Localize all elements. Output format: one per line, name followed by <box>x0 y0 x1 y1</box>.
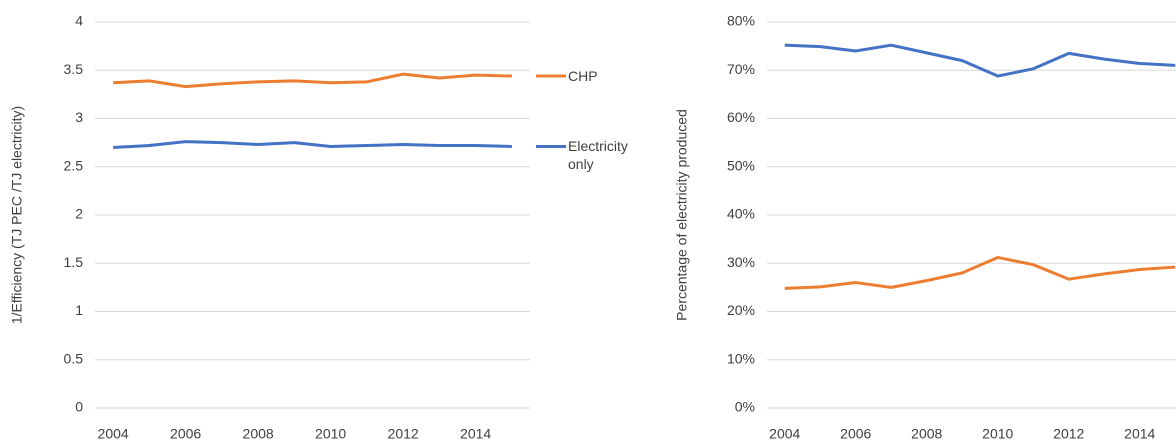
series-line <box>784 255 1176 290</box>
y-tick-label: 40% <box>727 206 755 222</box>
y-tick-label: 10% <box>727 350 755 366</box>
x-tick-label: 2014 <box>1124 426 1155 442</box>
x-tick-label: 2008 <box>243 426 274 442</box>
y-tick-label: 1.5 <box>64 254 84 270</box>
y-tick-label: 20% <box>727 302 755 318</box>
y-tick-label: 60% <box>727 109 755 125</box>
x-tick-label: 2012 <box>388 426 419 442</box>
x-tick-label: 2012 <box>1053 426 1084 442</box>
x-tick-label: 2006 <box>840 426 871 442</box>
x-tick-label: 2010 <box>315 426 346 442</box>
series-line <box>113 72 512 89</box>
y-tick-label: 70% <box>727 61 755 77</box>
legend-label: CHP <box>568 68 598 85</box>
legend-label: Electricity only <box>568 138 628 173</box>
x-tick-label: 2004 <box>98 426 129 442</box>
y-tick-label: 2.5 <box>64 157 84 173</box>
x-tick-label: 2004 <box>769 426 800 442</box>
y-tick-label: 4 <box>75 13 83 29</box>
y-tick-label: 3.5 <box>64 61 84 77</box>
y-axis-title: Percentage of electricity produced <box>674 109 690 321</box>
series-line <box>113 140 512 149</box>
y-tick-label: 0.5 <box>64 350 84 366</box>
x-tick-label: 2008 <box>911 426 942 442</box>
y-tick-label: 50% <box>727 157 755 173</box>
y-tick-label: 0% <box>735 399 755 415</box>
y-tick-label: 2 <box>75 206 83 222</box>
y-tick-label: 0 <box>75 399 83 415</box>
x-tick-label: 2006 <box>170 426 201 442</box>
y-tick-label: 80% <box>727 13 755 29</box>
y-axis-title: 1/Efficiency (TJ PEC /TJ electricity) <box>9 106 25 324</box>
x-tick-label: 2010 <box>982 426 1013 442</box>
y-tick-label: 3 <box>75 109 83 125</box>
series-line <box>784 43 1176 78</box>
y-tick-label: 30% <box>727 254 755 270</box>
x-tick-label: 2014 <box>460 426 491 442</box>
y-tick-label: 1 <box>75 302 83 318</box>
